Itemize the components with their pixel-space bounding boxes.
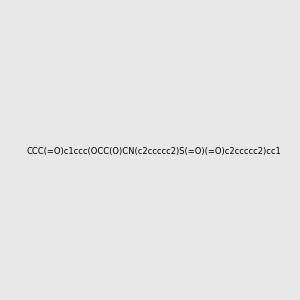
Text: CCC(=O)c1ccc(OCC(O)CN(c2ccccc2)S(=O)(=O)c2ccccc2)cc1: CCC(=O)c1ccc(OCC(O)CN(c2ccccc2)S(=O)(=O)… (26, 147, 281, 156)
